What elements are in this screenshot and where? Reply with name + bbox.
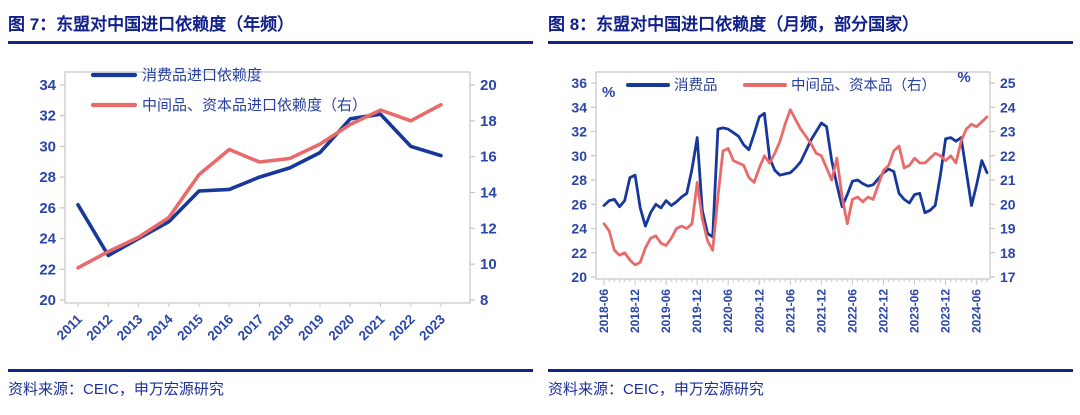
y-axis-right-tick-label: 10 xyxy=(480,256,497,273)
x-axis-tick-label: 2020-06 xyxy=(721,289,735,333)
legend: 消费品 中间品、资本品（右） xyxy=(626,77,936,94)
x-axis-tick-label: 2018-12 xyxy=(628,289,642,333)
x-axis-tick-label: 2022-12 xyxy=(876,289,890,333)
y-axis-right-tick-label: 22 xyxy=(1000,148,1016,164)
x-axis-tick-label: 2020-12 xyxy=(752,289,766,333)
y-axis-right: 8 10 12 14 16 18 20 xyxy=(470,77,497,309)
x-axis-tick-label: 2012 xyxy=(84,312,116,344)
y-axis-left-tick-label: 26 xyxy=(39,200,56,217)
x-axis: 2018-06 2018-12 2019-06 2019-12 2020-06 2020-… xyxy=(597,279,988,333)
y-axis-left-tick-label: 24 xyxy=(39,231,56,248)
figure-7-source-divider xyxy=(8,369,533,372)
y-axis-right-tick-label: 8 xyxy=(480,292,488,309)
figure-7-title-underline xyxy=(8,41,533,44)
y-axis-left: 20 22 24 26 28 30 32 34 36 xyxy=(571,75,596,285)
x-axis-tick-label: 2020 xyxy=(326,312,358,344)
y-axis-right-tick-label: 16 xyxy=(480,149,497,166)
figure-8-source: 资料来源：CEIC，申万宏源研究 xyxy=(548,381,764,398)
x-axis-tick-label: 2017 xyxy=(235,312,267,344)
x-axis-tick-label: 2011 xyxy=(54,311,86,343)
figure-7-chart: 20 22 24 26 28 30 32 34 8 10 12 14 16 18 20 2011 2012 201… xyxy=(0,48,540,364)
y-axis-left-tick-label: 30 xyxy=(571,148,587,164)
x-axis-tick-label: 2019 xyxy=(295,312,327,344)
x-axis-tick-label: 2015 xyxy=(174,311,206,343)
series-line-right xyxy=(76,102,443,270)
left-axis-unit-label: % xyxy=(602,84,615,101)
plot-frame xyxy=(595,71,991,280)
x-axis-tick-label: 2022 xyxy=(386,312,418,344)
y-axis-right-tick-label: 14 xyxy=(480,185,497,202)
x-axis-tick-label: 2021-12 xyxy=(814,289,828,333)
x-axis-tick-label: 2023 xyxy=(416,311,448,343)
series-line-left xyxy=(602,111,989,239)
series-line-left xyxy=(76,112,443,258)
legend-label: 消费品 xyxy=(674,77,718,94)
x-axis-tick-label: 2021 xyxy=(356,311,388,343)
x-axis-tick-label: 2014 xyxy=(144,311,176,343)
y-axis-right-tick-label: 24 xyxy=(1000,99,1016,115)
x-axis-tick-label: 2018 xyxy=(265,311,297,343)
figure-8-panel: 图 8：东盟对中国进口依赖度（月频，部分国家） 20 22 24 26 28 30 32 34… xyxy=(540,0,1080,415)
x-axis-tick-label: 2016 xyxy=(205,311,237,343)
right-axis-unit-label: % xyxy=(957,69,970,86)
figure-7-source: 资料来源：CEIC，申万宏源研究 xyxy=(8,381,224,398)
y-axis-left-tick-label: 24 xyxy=(571,221,587,237)
line-chart-svg: 20 22 24 26 28 30 32 34 36 17 18 19 20 21 22 23 24 25 2018… xyxy=(571,69,1016,333)
x-axis-tick-label: 2021-06 xyxy=(783,289,797,333)
y-axis-left-tick-label: 22 xyxy=(39,261,56,278)
line-chart-svg: 2022242628303234810121416182020112012201… xyxy=(39,67,497,344)
y-axis-right-tick-label: 25 xyxy=(1000,75,1016,91)
figure-8-title-underline xyxy=(548,41,1073,44)
y-axis-left-tick-label: 20 xyxy=(571,269,587,285)
y-axis-left-tick-label: 26 xyxy=(571,196,587,212)
y-axis-left-tick-label: 20 xyxy=(39,292,56,309)
figure-8-title: 图 8：东盟对中国进口依赖度（月频，部分国家） xyxy=(548,15,920,34)
plot-frame xyxy=(64,71,471,304)
y-axis-right-tick-label: 23 xyxy=(1000,124,1016,140)
y-axis-left-tick-label: 34 xyxy=(571,99,587,115)
legend-label: 中间品、资本品进口依赖度（右） xyxy=(142,97,367,114)
x-axis-tick-label: 2023-06 xyxy=(908,289,922,333)
y-axis-left-tick-label: 28 xyxy=(571,172,587,188)
y-axis-right-tick-label: 19 xyxy=(1000,221,1016,237)
y-axis-left-tick-label: 32 xyxy=(39,108,56,125)
series-lines xyxy=(602,108,989,267)
x-axis-tick-label: 2019-12 xyxy=(690,289,704,333)
x-axis: 2011201220132014201520162017201820192020… xyxy=(54,303,448,344)
x-axis-tick-label: 2024-06 xyxy=(970,289,984,333)
y-axis-left-tick-label: 36 xyxy=(571,75,587,91)
figure-7-title: 图 7：东盟对中国进口依赖度（年频） xyxy=(8,15,295,34)
y-axis-left-tick-label: 32 xyxy=(571,124,587,140)
figure-7-panel: 图 7：东盟对中国进口依赖度（年频） 20 22 24 26 28 30 32 34 8 10 12… xyxy=(0,15,540,398)
legend-label: 中间品、资本品（右） xyxy=(791,77,936,94)
y-axis-left-tick-label: 28 xyxy=(39,169,56,186)
y-axis-left: 20 22 24 26 28 30 32 34 xyxy=(39,77,65,309)
x-axis-tick-label: 2019-06 xyxy=(659,289,673,333)
y-axis-left-tick-label: 30 xyxy=(39,138,56,155)
y-axis-right-tick-label: 21 xyxy=(1000,172,1016,188)
series-line-right xyxy=(602,108,989,267)
y-axis-left-tick-label: 22 xyxy=(571,245,587,261)
x-axis-tick-label: 2013 xyxy=(114,311,146,343)
y-axis-right-tick-label: 18 xyxy=(480,113,497,130)
y-axis-right-tick-label: 18 xyxy=(1000,245,1016,261)
y-axis-right: 17 18 19 20 21 22 23 24 25 xyxy=(990,75,1016,285)
y-axis-right-tick-label: 12 xyxy=(480,220,497,237)
series-lines xyxy=(76,102,443,270)
y-axis-right-tick-label: 20 xyxy=(1000,196,1016,212)
x-axis-tick-label: 2022-06 xyxy=(845,289,859,333)
x-axis-tick-label: 2018-06 xyxy=(597,289,611,333)
legend-label: 消费品进口依赖度 xyxy=(142,67,262,84)
figure-8-source-divider xyxy=(548,369,1073,372)
y-axis-left-tick-label: 34 xyxy=(39,77,56,94)
y-axis-right-tick-label: 20 xyxy=(480,77,497,94)
figure-8-chart: 20 22 24 26 28 30 32 34 36 17 18 19 20 21 22 23 24 25 2018… xyxy=(540,48,1080,364)
x-axis-tick-label: 2023-12 xyxy=(939,289,953,333)
y-axis-right-tick-label: 17 xyxy=(1000,269,1016,285)
